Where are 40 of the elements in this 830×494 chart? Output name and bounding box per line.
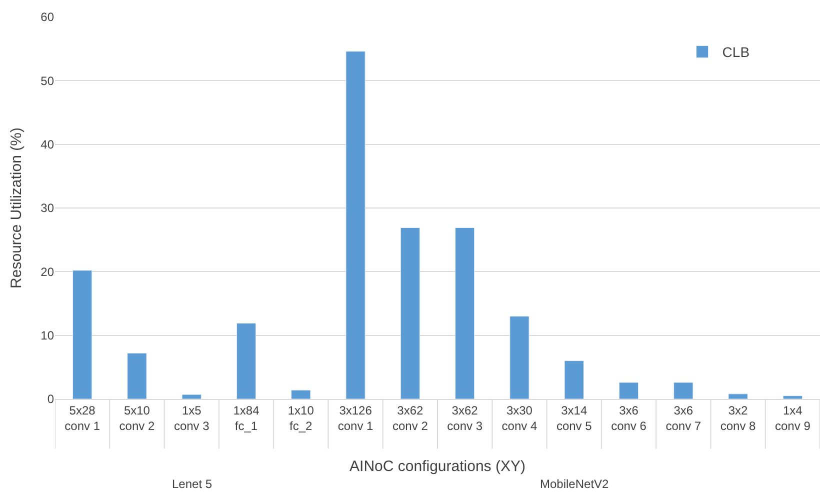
bar xyxy=(127,352,147,399)
x-tick-label: 1x10 fc_2 xyxy=(288,403,314,433)
bar xyxy=(728,394,748,399)
x-tick-label: 3x2 conv 8 xyxy=(720,403,756,433)
bar xyxy=(455,227,475,399)
x-tick-label: 5x10 conv 2 xyxy=(119,403,155,433)
x-tick-label: 3x6 conv 6 xyxy=(611,403,647,433)
bar xyxy=(182,394,202,399)
x-tick-label: 3x6 conv 7 xyxy=(666,403,702,433)
legend-label: CLB xyxy=(722,44,750,60)
y-tick-label: 0 xyxy=(47,392,54,406)
x-tick-label: 3x62 conv 3 xyxy=(447,403,483,433)
bar xyxy=(291,390,311,399)
bar xyxy=(782,396,802,399)
x-tick-label: 3x30 conv 4 xyxy=(502,403,538,433)
y-tick-label: 40 xyxy=(40,138,54,152)
bar xyxy=(72,270,92,399)
x-tick-label: 3x126 conv 1 xyxy=(338,403,374,433)
x-tick-label: 3x14 conv 5 xyxy=(556,403,592,433)
y-tick-label: 30 xyxy=(40,201,54,216)
y-tick-label: 20 xyxy=(40,264,54,279)
y-tick-label: 10 xyxy=(40,328,54,343)
x-tick-label: 5x28 conv 1 xyxy=(64,403,100,433)
text: MobileNetV2 xyxy=(540,477,610,491)
bar xyxy=(510,316,530,399)
text: Lenet 5 xyxy=(172,477,212,491)
bar xyxy=(400,227,420,399)
bar xyxy=(674,382,694,399)
x-tick-label: 1x84 fc_1 xyxy=(233,403,260,433)
bar xyxy=(564,360,584,399)
x-tick-label: 1x4 conv 9 xyxy=(775,403,811,433)
y-tick-label: 50 xyxy=(40,74,54,88)
x-tick-label: 1x5 conv 3 xyxy=(174,403,210,433)
bar xyxy=(618,382,639,399)
bar xyxy=(236,322,256,399)
x-axis-title: AINoC configurations (XY) xyxy=(350,458,526,475)
y-axis-title: Resource Utilization (%) xyxy=(8,128,25,288)
y-tick-label: 60 xyxy=(40,10,54,24)
x-tick-label: 3x62 conv 2 xyxy=(392,403,428,433)
bar xyxy=(346,51,366,399)
